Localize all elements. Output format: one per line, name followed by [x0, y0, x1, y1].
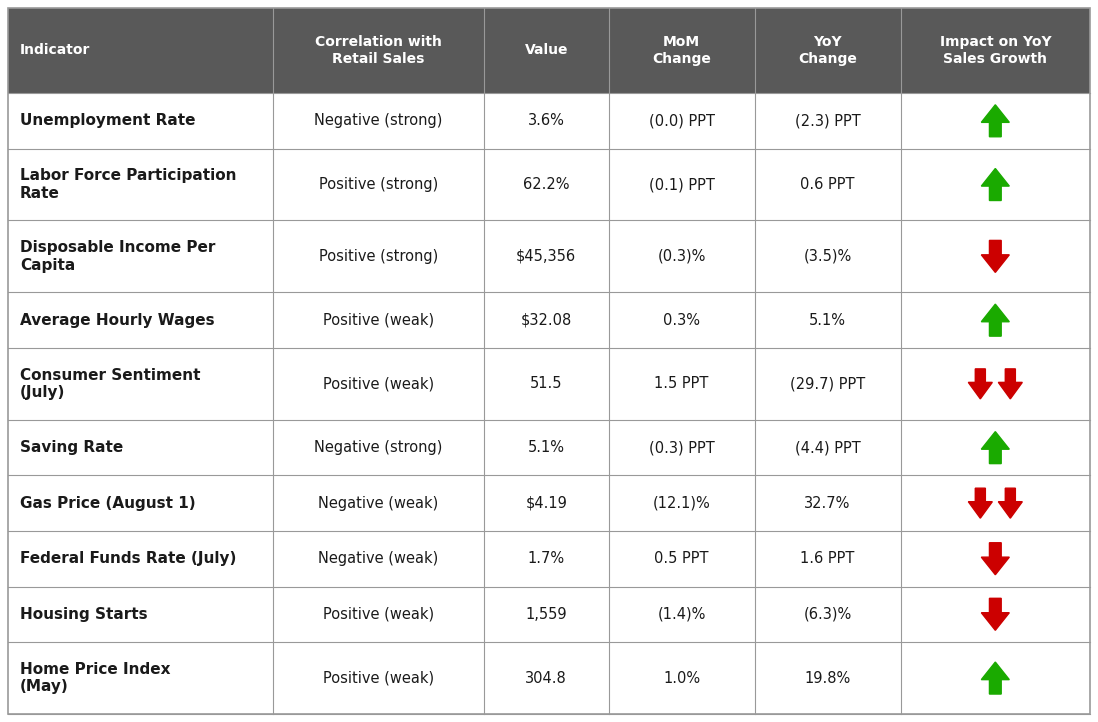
Text: Consumer Sentiment
(July): Consumer Sentiment (July): [20, 367, 201, 400]
Text: Negative (weak): Negative (weak): [318, 496, 439, 510]
Text: $45,356: $45,356: [516, 249, 576, 264]
Text: 51.5: 51.5: [530, 376, 562, 391]
Text: Correlation with
Retail Sales: Correlation with Retail Sales: [315, 35, 442, 66]
Text: Average Hourly Wages: Average Hourly Wages: [20, 313, 214, 328]
Text: (0.1) PPT: (0.1) PPT: [649, 177, 715, 192]
Text: 0.6 PPT: 0.6 PPT: [800, 177, 855, 192]
Text: 0.3%: 0.3%: [663, 313, 701, 328]
Polygon shape: [998, 488, 1022, 518]
Polygon shape: [982, 543, 1009, 575]
Text: Home Price Index
(May): Home Price Index (May): [20, 662, 170, 695]
Polygon shape: [982, 304, 1009, 336]
Text: YoY
Change: YoY Change: [798, 35, 858, 66]
Text: (0.3)%: (0.3)%: [658, 249, 706, 264]
Bar: [8, 475, 1090, 531]
Text: 1.7%: 1.7%: [528, 551, 564, 566]
Text: Negative (strong): Negative (strong): [314, 113, 442, 129]
Text: Positive (strong): Positive (strong): [318, 177, 438, 192]
Text: (29.7) PPT: (29.7) PPT: [789, 376, 865, 391]
Text: (6.3)%: (6.3)%: [804, 606, 852, 622]
Text: (1.4)%: (1.4)%: [658, 606, 706, 622]
Polygon shape: [982, 599, 1009, 630]
Text: Impact on YoY
Sales Growth: Impact on YoY Sales Growth: [940, 35, 1051, 66]
Text: Value: Value: [525, 43, 568, 58]
Text: Disposable Income Per
Capita: Disposable Income Per Capita: [20, 240, 215, 273]
Text: $4.19: $4.19: [525, 496, 568, 510]
Bar: [8, 419, 1090, 475]
Text: (0.3) PPT: (0.3) PPT: [649, 440, 715, 455]
Polygon shape: [982, 432, 1009, 464]
Bar: [8, 531, 1090, 586]
Text: 5.1%: 5.1%: [528, 440, 564, 455]
Polygon shape: [968, 369, 993, 399]
Text: (12.1)%: (12.1)%: [652, 496, 710, 510]
Text: (4.4) PPT: (4.4) PPT: [795, 440, 861, 455]
Text: Saving Rate: Saving Rate: [20, 440, 123, 455]
Text: 3.6%: 3.6%: [528, 113, 564, 129]
Text: Housing Starts: Housing Starts: [20, 606, 147, 622]
Text: 32.7%: 32.7%: [805, 496, 851, 510]
Text: 5.1%: 5.1%: [809, 313, 847, 328]
Text: 62.2%: 62.2%: [523, 177, 570, 192]
Text: Positive (weak): Positive (weak): [323, 313, 434, 328]
Text: 1.5 PPT: 1.5 PPT: [654, 376, 708, 391]
Polygon shape: [982, 240, 1009, 272]
Text: Gas Price (August 1): Gas Price (August 1): [20, 496, 195, 510]
Text: 1.6 PPT: 1.6 PPT: [800, 551, 855, 566]
Text: (3.5)%: (3.5)%: [804, 249, 852, 264]
Bar: [8, 586, 1090, 642]
Polygon shape: [982, 662, 1009, 694]
Polygon shape: [968, 488, 993, 518]
Text: 1.0%: 1.0%: [663, 671, 701, 686]
Text: (0.0) PPT: (0.0) PPT: [649, 113, 715, 129]
Text: Positive (strong): Positive (strong): [318, 249, 438, 264]
Polygon shape: [982, 168, 1009, 201]
Bar: [8, 642, 1090, 714]
Text: (2.3) PPT: (2.3) PPT: [795, 113, 861, 129]
Text: Federal Funds Rate (July): Federal Funds Rate (July): [20, 551, 236, 566]
Polygon shape: [982, 105, 1009, 136]
Text: Negative (weak): Negative (weak): [318, 551, 439, 566]
Bar: [8, 8, 1090, 93]
Text: 0.5 PPT: 0.5 PPT: [654, 551, 709, 566]
Text: Positive (weak): Positive (weak): [323, 376, 434, 391]
Text: Positive (weak): Positive (weak): [323, 606, 434, 622]
Text: Negative (strong): Negative (strong): [314, 440, 442, 455]
Text: Unemployment Rate: Unemployment Rate: [20, 113, 195, 129]
Text: 1,559: 1,559: [526, 606, 567, 622]
Text: 19.8%: 19.8%: [805, 671, 851, 686]
Bar: [8, 220, 1090, 292]
Text: Indicator: Indicator: [20, 43, 90, 58]
Bar: [8, 149, 1090, 220]
Text: Labor Force Participation
Rate: Labor Force Participation Rate: [20, 168, 236, 201]
Text: Positive (weak): Positive (weak): [323, 671, 434, 686]
Text: 304.8: 304.8: [526, 671, 568, 686]
Bar: [8, 93, 1090, 149]
Polygon shape: [998, 369, 1022, 399]
Text: $32.08: $32.08: [520, 313, 572, 328]
Text: MoM
Change: MoM Change: [652, 35, 712, 66]
Bar: [8, 292, 1090, 348]
Bar: [8, 348, 1090, 419]
